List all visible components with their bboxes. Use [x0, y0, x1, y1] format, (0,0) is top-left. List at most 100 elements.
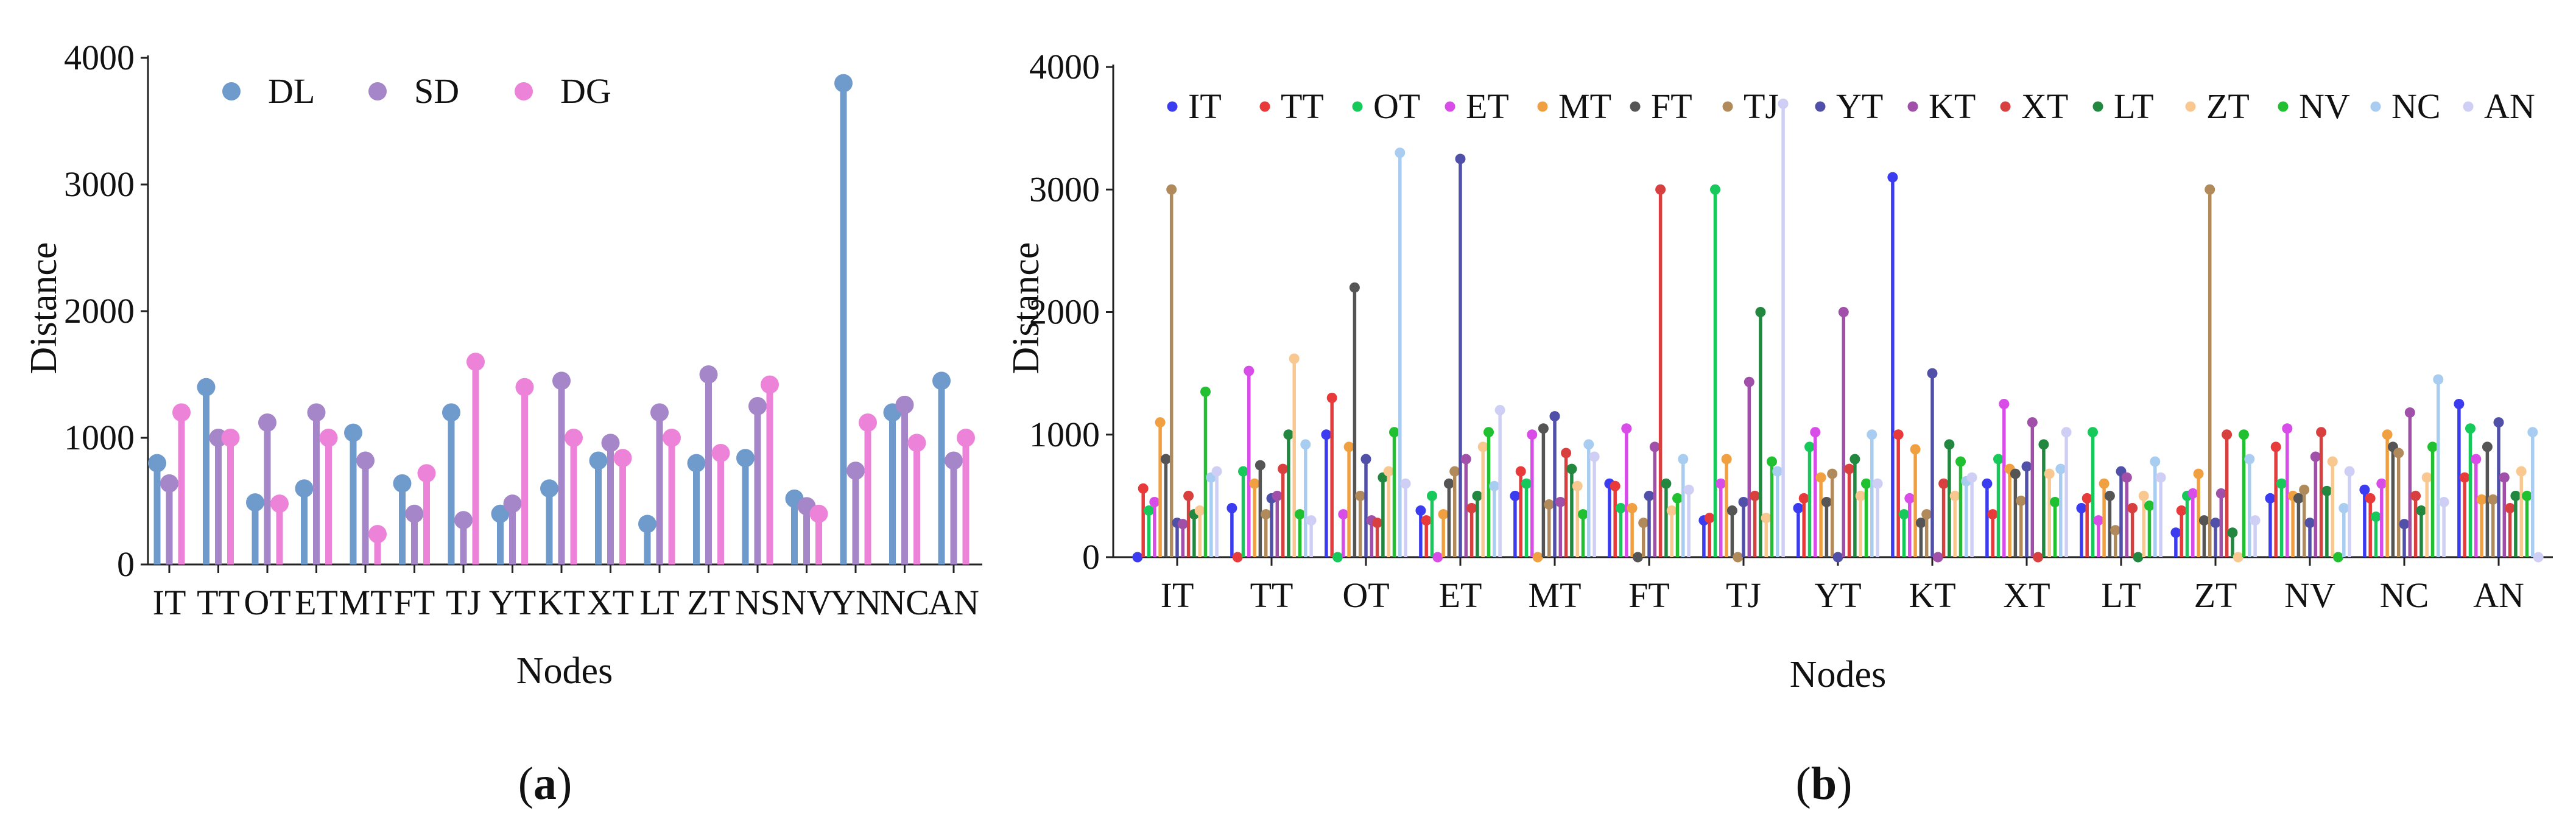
- lollipop-stem-ft: [2391, 446, 2395, 557]
- lollipop-head-dl: [393, 474, 412, 493]
- lollipop-stem-et: [1719, 483, 1723, 557]
- lollipop-head-lt: [2227, 527, 2238, 538]
- lollipop-head-dg: [515, 378, 534, 396]
- x-tick-label: YT: [1814, 575, 1861, 615]
- y-tick-label: 1000: [1029, 415, 1100, 454]
- lollipop-stem-nv: [2430, 446, 2435, 557]
- lollipop-stem-mt: [2385, 434, 2389, 557]
- lollipop-stem-an: [1781, 104, 1785, 557]
- lollipop-head-lt: [2321, 485, 2332, 496]
- lollipop-stem-yt: [1647, 496, 1651, 557]
- y-tick-label: 4000: [1029, 47, 1100, 86]
- lollipop-head-dg: [761, 375, 779, 394]
- lollipop-stem-yt: [1553, 416, 1557, 557]
- lollipop-stem-sd: [166, 483, 173, 564]
- lollipop-head-dg: [172, 403, 191, 422]
- lollipop-head-an: [1589, 451, 1600, 462]
- lollipop-head-mt: [2382, 429, 2393, 440]
- lollipop-stem-sd: [656, 412, 663, 564]
- lollipop-stem-yt: [2497, 422, 2500, 557]
- legend-label-kt: KT: [1929, 86, 1976, 126]
- x-tick-label: XT: [2003, 575, 2050, 615]
- lollipop-stem-it: [1513, 496, 1517, 557]
- lollipop-stem-et: [1908, 498, 1912, 557]
- lollipop-head-nv: [2050, 496, 2060, 507]
- lollipop-stem-nv: [1864, 483, 1868, 557]
- lollipop-head-sd: [405, 504, 424, 523]
- lollipop-stem-ot: [1902, 514, 1906, 557]
- lollipop-stem-et: [1530, 434, 1534, 557]
- y-tick-label: 3000: [64, 164, 135, 204]
- legend-marker-lt: [2092, 101, 2103, 112]
- lollipop-stem-tt: [2463, 477, 2466, 557]
- lollipop-stem-mt: [1913, 449, 1917, 557]
- lollipop-head-tj: [2393, 448, 2404, 459]
- lollipop-stem-lt: [2419, 510, 2423, 557]
- x-tick-label: MT: [1529, 575, 1582, 615]
- legend-marker-et: [1445, 101, 1455, 112]
- lollipop-stem-it: [1797, 508, 1800, 557]
- x-tick-label: NC: [880, 583, 929, 622]
- lollipop-stem-it: [1891, 177, 1895, 557]
- lollipop-stem-kt: [1370, 520, 1374, 557]
- lollipop-stem-nc: [2342, 508, 2346, 557]
- x-tick-label: NV: [2284, 575, 2335, 615]
- lollipop-head-xt: [1844, 463, 1855, 474]
- lollipop-stem-kt: [2502, 477, 2507, 557]
- lollipop-head-sd: [601, 434, 620, 452]
- lollipop-head-tj: [2299, 484, 2310, 495]
- lollipop-stem-ft: [2485, 446, 2490, 557]
- lollipop-stem-tt: [1708, 518, 1711, 557]
- legend-label-an: AN: [2484, 86, 2535, 126]
- lollipop-stem-xt: [2508, 508, 2512, 557]
- lollipop-stem-et: [2097, 520, 2100, 557]
- lollipop-head-xt: [1750, 490, 1761, 501]
- legend-marker-it: [1167, 101, 1178, 112]
- lollipop-head-tj: [1544, 499, 1555, 510]
- lollipop-stem-ft: [1919, 522, 1923, 557]
- lollipop-stem-kt: [1181, 524, 1185, 557]
- lollipop-stem-dl: [448, 412, 455, 564]
- lollipop-head-tt: [2365, 493, 2376, 504]
- lollipop-stem-sd: [362, 460, 369, 564]
- lollipop-stem-ft: [1447, 483, 1451, 557]
- x-tick-label: ZT: [687, 583, 730, 622]
- lollipop-head-ot: [1238, 466, 1248, 477]
- lollipop-stem-zt: [1953, 496, 1957, 557]
- lollipop-head-tj: [1921, 509, 1932, 520]
- lollipop-head-mt: [1532, 552, 1543, 563]
- lollipop-head-zt: [1761, 513, 1772, 524]
- lollipop-head-tj: [1449, 466, 1460, 477]
- lollipop-head-zt: [1477, 441, 1488, 452]
- lollipop-head-mt: [1721, 454, 1732, 465]
- lollipop-stem-mt: [1253, 483, 1256, 557]
- lollipop-stem-tt: [2180, 510, 2183, 557]
- lollipop-head-mt: [1438, 509, 1449, 520]
- lollipop-stem-yt: [2402, 524, 2406, 557]
- lollipop-stem-sd: [313, 412, 320, 564]
- lollipop-stem-dg: [325, 438, 332, 564]
- lollipop-head-kt: [2310, 451, 2321, 462]
- legend-marker-ot: [1352, 101, 1363, 112]
- lollipop-stem-zt: [1764, 518, 1768, 557]
- lollipop-stem-tt: [2368, 498, 2372, 557]
- lollipop-stem-ft: [1825, 502, 1829, 557]
- lollipop-stem-yt: [1364, 459, 1368, 557]
- lollipop-stem-zt: [2425, 477, 2429, 557]
- lollipop-stem-et: [2191, 493, 2195, 557]
- x-tick-label: KT: [538, 583, 585, 622]
- lollipop-head-dl: [148, 454, 166, 473]
- lollipop-stem-zt: [1670, 510, 1673, 557]
- lollipop-stem-ot: [1241, 471, 1245, 557]
- lollipop-stem-xt: [2319, 432, 2323, 557]
- lollipop-stem-mt: [1630, 508, 1634, 557]
- lollipop-head-dg: [957, 429, 975, 447]
- lollipop-stem-nc: [2531, 432, 2535, 557]
- legend-label-zt: ZT: [2206, 86, 2250, 126]
- x-tick-label: ZT: [2194, 575, 2237, 615]
- plot-marks-b: [1132, 98, 2544, 563]
- lollipop-stem-sd: [901, 404, 908, 564]
- lollipop-stem-zt: [2331, 462, 2334, 557]
- lollipop-stem-zt: [2142, 496, 2145, 557]
- lollipop-stem-et: [1814, 432, 1817, 557]
